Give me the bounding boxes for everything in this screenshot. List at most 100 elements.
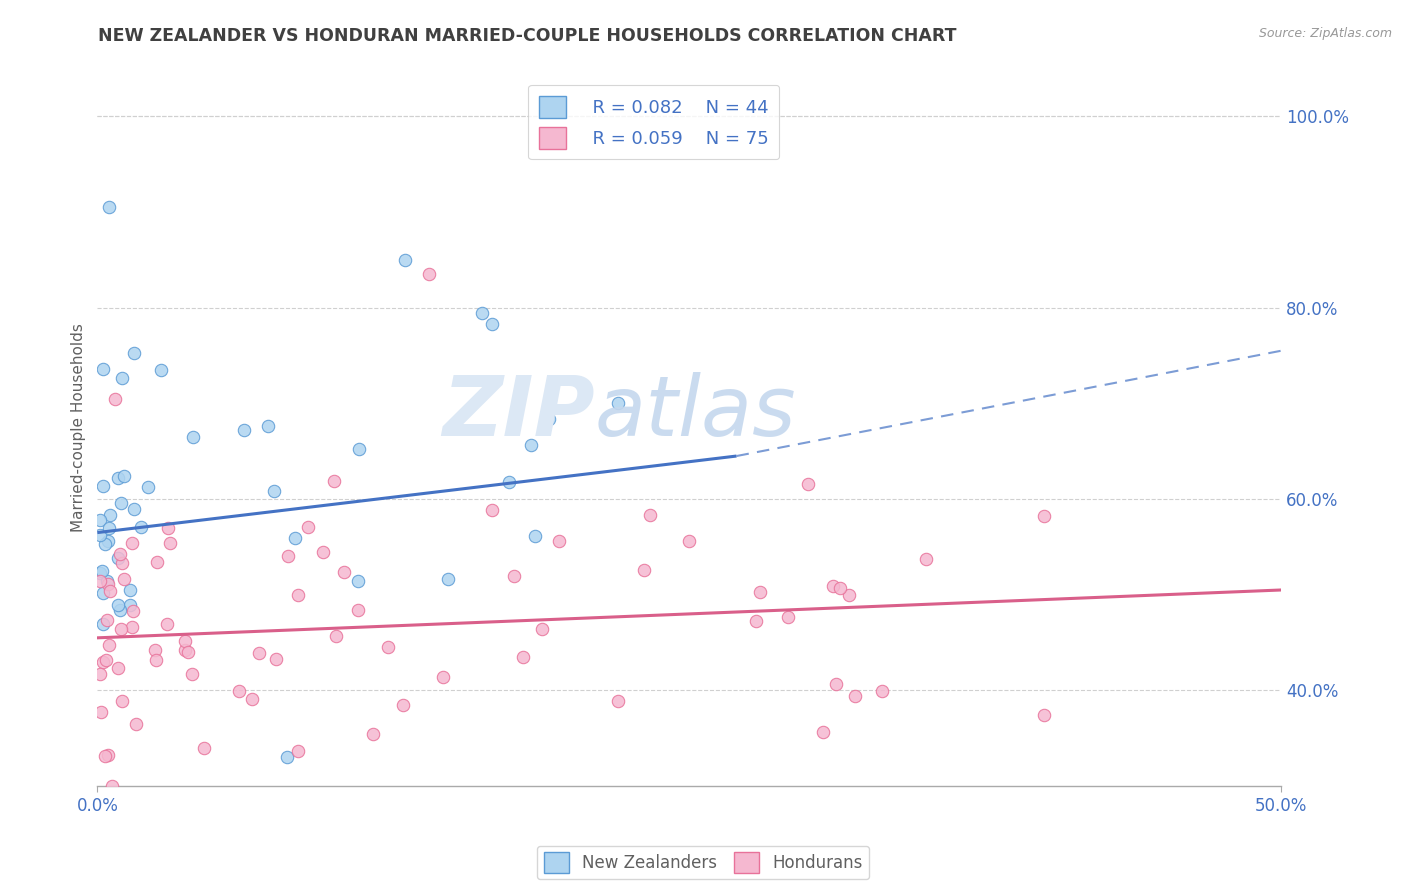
Point [146, 555, 169, 569]
Point [157, 521, 180, 535]
Point [143, 642, 166, 657]
Point [107, 598, 129, 612]
Point [120, 582, 142, 597]
Point [325, 629, 347, 643]
Legend:   R = 0.082    N = 44,   R = 0.059    N = 75: R = 0.082 N = 44, R = 0.059 N = 75 [529, 85, 779, 160]
Point [537, 411, 560, 425]
Point [228, 684, 250, 698]
Point [91, 479, 114, 493]
Point [512, 650, 534, 665]
Point [94, 653, 117, 667]
Point [524, 529, 547, 543]
Point [89, 574, 111, 588]
Point [418, 267, 440, 281]
Point [233, 423, 256, 437]
Point [96, 614, 118, 628]
Point [276, 750, 298, 764]
Point [110, 496, 132, 510]
Point [89, 566, 111, 580]
Point [91, 655, 114, 669]
Point [107, 551, 129, 566]
Point [91, 586, 114, 600]
Point [107, 471, 129, 485]
Point [111, 371, 134, 385]
Point [333, 566, 356, 580]
Point [263, 483, 285, 498]
Point [107, 660, 129, 674]
Point [97, 577, 120, 591]
Point [98, 200, 121, 214]
Point [89, 513, 111, 527]
Point [287, 744, 309, 758]
Point [90, 564, 112, 578]
Point [174, 643, 197, 657]
Point [121, 536, 143, 550]
Point [124, 345, 146, 359]
Point [100, 584, 122, 599]
Point [607, 694, 630, 708]
Point [111, 557, 134, 571]
Point [1033, 708, 1056, 723]
Point [297, 519, 319, 533]
Point [100, 779, 122, 793]
Point [778, 610, 800, 624]
Point [89, 667, 111, 681]
Point [112, 572, 135, 586]
Point [821, 579, 844, 593]
Point [745, 614, 768, 628]
Point [481, 317, 503, 331]
Point [347, 603, 370, 617]
Point [838, 588, 860, 602]
Point [1033, 508, 1056, 523]
Point [89, 528, 111, 542]
Point [193, 741, 215, 756]
Point [607, 396, 630, 410]
Point [97, 533, 120, 548]
Point [394, 252, 416, 267]
Point [98, 521, 121, 535]
Point [156, 616, 179, 631]
Point [870, 683, 893, 698]
Point [181, 430, 204, 444]
Point [481, 503, 503, 517]
Point [392, 698, 415, 713]
Point [129, 520, 152, 534]
Point [471, 306, 494, 320]
Point [256, 419, 278, 434]
Point [112, 469, 135, 483]
Point [97, 748, 120, 763]
Point [96, 574, 118, 588]
Point [548, 534, 571, 549]
Point [111, 694, 134, 708]
Point [91, 617, 114, 632]
Point [264, 651, 287, 665]
Point [122, 604, 145, 618]
Point [120, 598, 142, 612]
Point [830, 581, 852, 595]
Point [284, 531, 307, 545]
Point [177, 645, 200, 659]
Point [678, 534, 700, 549]
Point [94, 537, 117, 551]
Point [915, 552, 938, 566]
Point [498, 475, 520, 489]
Point [346, 574, 368, 588]
Point [530, 622, 553, 636]
Point [98, 508, 121, 522]
Point [110, 622, 132, 636]
Point [94, 749, 117, 764]
Text: atlas: atlas [595, 373, 796, 453]
Point [844, 689, 866, 703]
Point [173, 633, 195, 648]
Point [432, 670, 454, 684]
Point [503, 569, 526, 583]
Point [633, 563, 655, 577]
Point [104, 392, 127, 406]
Point [749, 584, 772, 599]
Point [323, 474, 346, 488]
Point [825, 677, 848, 691]
Point [813, 724, 835, 739]
Point [287, 588, 309, 602]
Point [125, 717, 148, 731]
Point [363, 727, 385, 741]
